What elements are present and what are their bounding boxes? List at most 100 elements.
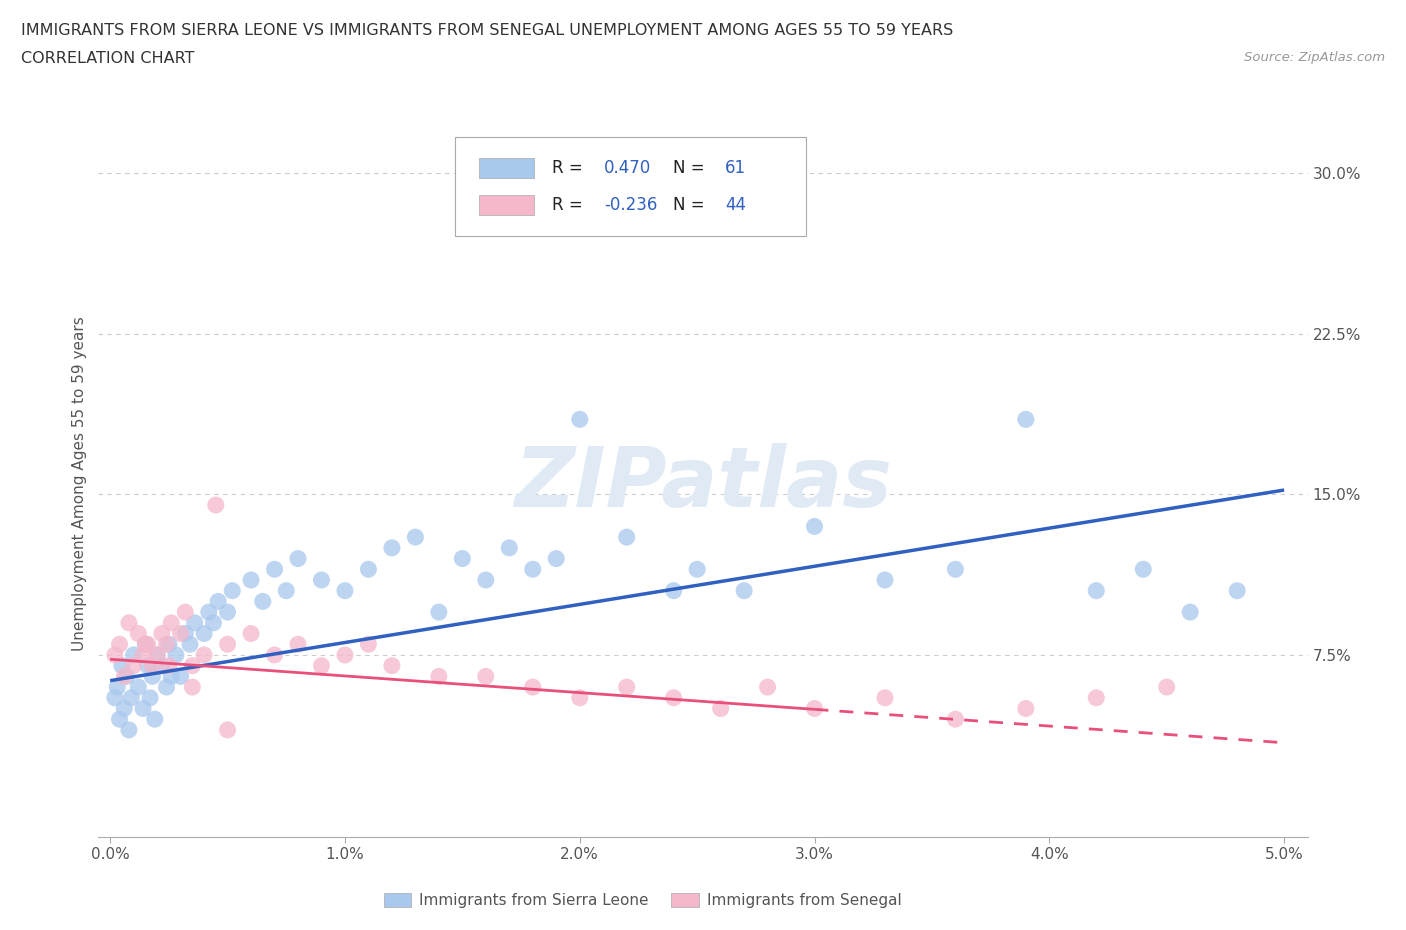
Point: [169, 669, 191, 684]
Point: [183, 616, 205, 631]
Text: -0.236: -0.236: [603, 196, 657, 214]
Text: CORRELATION CHART: CORRELATION CHART: [21, 51, 194, 66]
Point: [522, 680, 544, 695]
Point: [202, 616, 225, 631]
Point: [150, 658, 173, 673]
Point: [1132, 562, 1154, 577]
Point: [104, 690, 127, 705]
Point: [157, 637, 180, 652]
Point: [945, 562, 967, 577]
Point: [616, 680, 638, 695]
Point: [146, 647, 169, 662]
Point: [160, 669, 183, 684]
Point: [873, 690, 896, 705]
Point: [204, 498, 226, 512]
Text: N =: N =: [672, 159, 710, 178]
Point: [169, 626, 191, 641]
Point: [155, 680, 177, 695]
Point: [873, 573, 896, 588]
Point: [160, 616, 183, 631]
Point: [276, 583, 298, 598]
Point: [217, 637, 239, 652]
Point: [136, 637, 159, 652]
Point: [311, 658, 333, 673]
Point: [112, 701, 135, 716]
Point: [104, 647, 127, 662]
Point: [733, 583, 755, 598]
Point: [122, 647, 145, 662]
Point: [263, 562, 285, 577]
Point: [475, 573, 498, 588]
Point: [141, 669, 163, 684]
Point: [127, 680, 149, 695]
Point: [108, 637, 131, 652]
Point: [132, 647, 155, 662]
Point: [333, 583, 356, 598]
Text: ZIPatlas: ZIPatlas: [515, 443, 891, 525]
Point: [1226, 583, 1249, 598]
Point: [616, 530, 638, 545]
Point: [157, 658, 180, 673]
Point: [132, 701, 155, 716]
Point: [111, 658, 134, 673]
Point: [568, 690, 591, 705]
Point: [1180, 604, 1202, 619]
Point: [427, 669, 450, 684]
Point: [756, 680, 779, 695]
Point: [357, 562, 380, 577]
Text: R =: R =: [551, 159, 588, 178]
Point: [263, 647, 285, 662]
Point: [1085, 690, 1108, 705]
Point: [451, 551, 474, 566]
Point: [207, 594, 229, 609]
Point: [662, 690, 685, 705]
Point: [221, 583, 243, 598]
Point: [333, 647, 356, 662]
Point: [155, 637, 177, 652]
Point: [134, 637, 156, 652]
Point: [240, 573, 263, 588]
Point: [146, 647, 169, 662]
FancyBboxPatch shape: [456, 138, 806, 236]
Point: [105, 680, 128, 695]
Point: [1156, 680, 1178, 695]
Point: [287, 551, 309, 566]
Point: [181, 658, 204, 673]
Point: [134, 637, 156, 652]
Text: 0.470: 0.470: [603, 159, 651, 178]
Point: [193, 626, 215, 641]
Point: [108, 711, 131, 726]
Point: [141, 658, 163, 673]
Point: [381, 540, 404, 555]
Text: IMMIGRANTS FROM SIERRA LEONE VS IMMIGRANTS FROM SENEGAL UNEMPLOYMENT AMONG AGES : IMMIGRANTS FROM SIERRA LEONE VS IMMIGRAN…: [21, 23, 953, 38]
Point: [193, 647, 215, 662]
Text: 44: 44: [724, 196, 745, 214]
Point: [165, 647, 187, 662]
Point: [311, 573, 333, 588]
Text: N =: N =: [672, 196, 710, 214]
FancyBboxPatch shape: [479, 158, 534, 179]
Point: [381, 658, 404, 673]
Point: [139, 690, 162, 705]
Point: [1085, 583, 1108, 598]
Point: [179, 637, 201, 652]
Point: [127, 626, 149, 641]
Point: [240, 626, 263, 641]
Point: [174, 626, 197, 641]
Point: [710, 701, 733, 716]
Point: [118, 723, 141, 737]
Point: [120, 690, 142, 705]
Text: Source: ZipAtlas.com: Source: ZipAtlas.com: [1244, 51, 1385, 64]
Point: [136, 658, 159, 673]
Point: [404, 530, 426, 545]
Point: [252, 594, 274, 609]
Point: [686, 562, 709, 577]
Point: [112, 669, 135, 684]
Text: 61: 61: [724, 159, 747, 178]
Point: [287, 637, 309, 652]
Point: [803, 701, 825, 716]
Point: [150, 626, 173, 641]
Point: [1015, 701, 1038, 716]
Point: [118, 616, 141, 631]
Point: [122, 658, 145, 673]
